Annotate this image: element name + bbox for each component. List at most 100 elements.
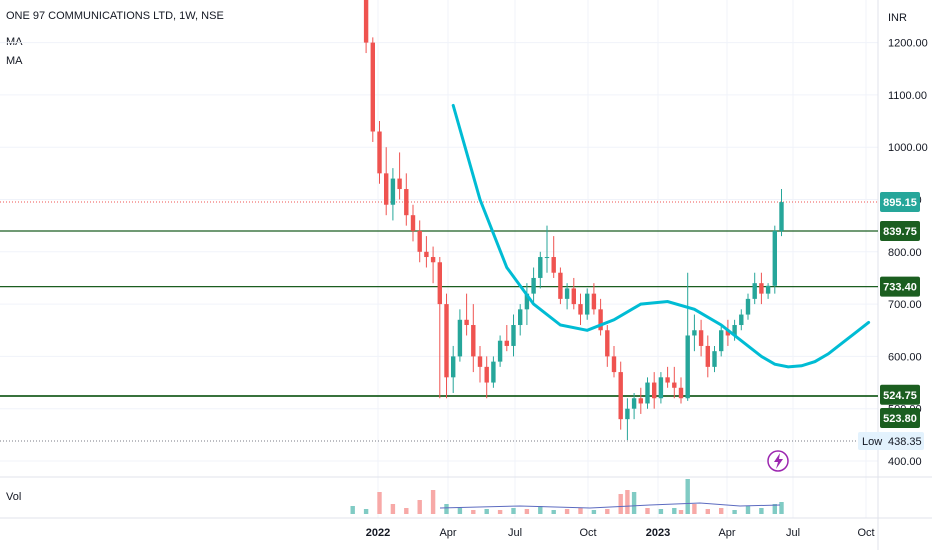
- candle-body: [611, 356, 617, 373]
- candle-body: [712, 351, 717, 367]
- candle[interactable]: [524, 283, 530, 326]
- candle[interactable]: [370, 37, 375, 142]
- candle[interactable]: [692, 314, 697, 352]
- level-tag-bg: [880, 221, 920, 242]
- candle[interactable]: [725, 319, 731, 346]
- candle[interactable]: [511, 314, 516, 357]
- candle[interactable]: [377, 121, 382, 184]
- level-tag: 733.40: [880, 276, 920, 297]
- volume-bar: [658, 509, 664, 514]
- candle[interactable]: [384, 147, 389, 216]
- time-tick-label: Oct: [857, 527, 874, 539]
- candle[interactable]: [672, 366, 677, 399]
- candle[interactable]: [705, 335, 710, 378]
- candle[interactable]: [779, 189, 784, 237]
- candle[interactable]: [497, 335, 503, 367]
- candle[interactable]: [457, 309, 463, 362]
- candle[interactable]: [424, 236, 429, 268]
- volume-bar: [578, 508, 583, 514]
- price-tick-label: 700.00: [888, 299, 922, 311]
- time-axis: 2022 Apr Jul Oct 2023 Apr Jul Oct: [366, 527, 875, 539]
- candle[interactable]: [752, 272, 757, 305]
- candle[interactable]: [631, 393, 637, 420]
- candle[interactable]: [678, 377, 684, 404]
- ma-indicator-label[interactable]: MA: [6, 36, 23, 48]
- ma-indicator-label[interactable]: MA: [6, 55, 23, 67]
- candle[interactable]: [484, 356, 489, 399]
- candle[interactable]: [518, 304, 523, 336]
- candle[interactable]: [759, 272, 764, 305]
- candle-body: [363, 0, 369, 43]
- candle-body: [725, 330, 731, 336]
- candle[interactable]: [739, 309, 744, 331]
- volume-bar: [430, 490, 436, 514]
- candle[interactable]: [437, 257, 442, 399]
- candle[interactable]: [390, 168, 396, 221]
- volume-bar: [719, 508, 724, 514]
- candle[interactable]: [745, 293, 751, 320]
- horizontal-levels: [0, 201, 878, 442]
- candle[interactable]: [538, 251, 543, 289]
- candle[interactable]: [578, 293, 583, 326]
- candle[interactable]: [591, 283, 597, 315]
- volume-bar: [404, 508, 409, 514]
- candle-body: [551, 257, 556, 273]
- candle[interactable]: [665, 366, 670, 388]
- candle[interactable]: [625, 398, 630, 441]
- volume-bar: [645, 508, 650, 514]
- candle[interactable]: [491, 356, 496, 388]
- level-tag-text: 839.75: [883, 226, 917, 238]
- candle[interactable]: [652, 372, 657, 409]
- candle[interactable]: [363, 0, 369, 54]
- candle[interactable]: [605, 325, 610, 367]
- candle[interactable]: [638, 387, 643, 414]
- candle[interactable]: [611, 345, 617, 378]
- candle-body: [524, 293, 530, 310]
- candle[interactable]: [645, 377, 650, 409]
- candle[interactable]: [397, 152, 402, 200]
- candle[interactable]: [765, 283, 771, 299]
- lightning-icon[interactable]: [767, 450, 789, 472]
- candle[interactable]: [504, 325, 509, 352]
- candle[interactable]: [477, 345, 483, 383]
- candle[interactable]: [444, 293, 449, 399]
- candle[interactable]: [531, 267, 536, 305]
- candle-body: [424, 251, 429, 258]
- candle[interactable]: [417, 220, 422, 263]
- candle-body: [705, 345, 710, 367]
- candle-body: [464, 319, 469, 326]
- volume-bar: [672, 508, 677, 514]
- candle[interactable]: [698, 319, 704, 357]
- candle[interactable]: [772, 225, 777, 294]
- candle[interactable]: [712, 345, 717, 373]
- candle[interactable]: [404, 173, 409, 226]
- candle[interactable]: [564, 283, 570, 310]
- volume-ma-line: [439, 502, 781, 509]
- candle[interactable]: [585, 288, 590, 320]
- volume-bar: [564, 509, 570, 514]
- candle[interactable]: [451, 345, 456, 394]
- candle-body: [638, 398, 643, 404]
- volume-bar: [471, 510, 476, 514]
- candle[interactable]: [618, 361, 623, 430]
- candle[interactable]: [719, 325, 724, 357]
- volume-bar: [625, 490, 630, 514]
- candle-body: [397, 178, 402, 190]
- candle[interactable]: [658, 372, 664, 404]
- candle[interactable]: [430, 246, 436, 284]
- candle-body: [484, 366, 489, 383]
- candle[interactable]: [558, 267, 563, 305]
- candle[interactable]: [464, 293, 469, 336]
- volume-bar: [745, 506, 751, 514]
- volume-bar: [377, 492, 382, 514]
- candle[interactable]: [598, 298, 603, 336]
- candle[interactable]: [544, 225, 550, 273]
- candle[interactable]: [410, 204, 416, 242]
- candle[interactable]: [685, 272, 690, 401]
- price-tick-label: 800.00: [888, 247, 922, 259]
- candle[interactable]: [551, 236, 556, 278]
- candle[interactable]: [471, 304, 476, 373]
- candle[interactable]: [571, 277, 576, 310]
